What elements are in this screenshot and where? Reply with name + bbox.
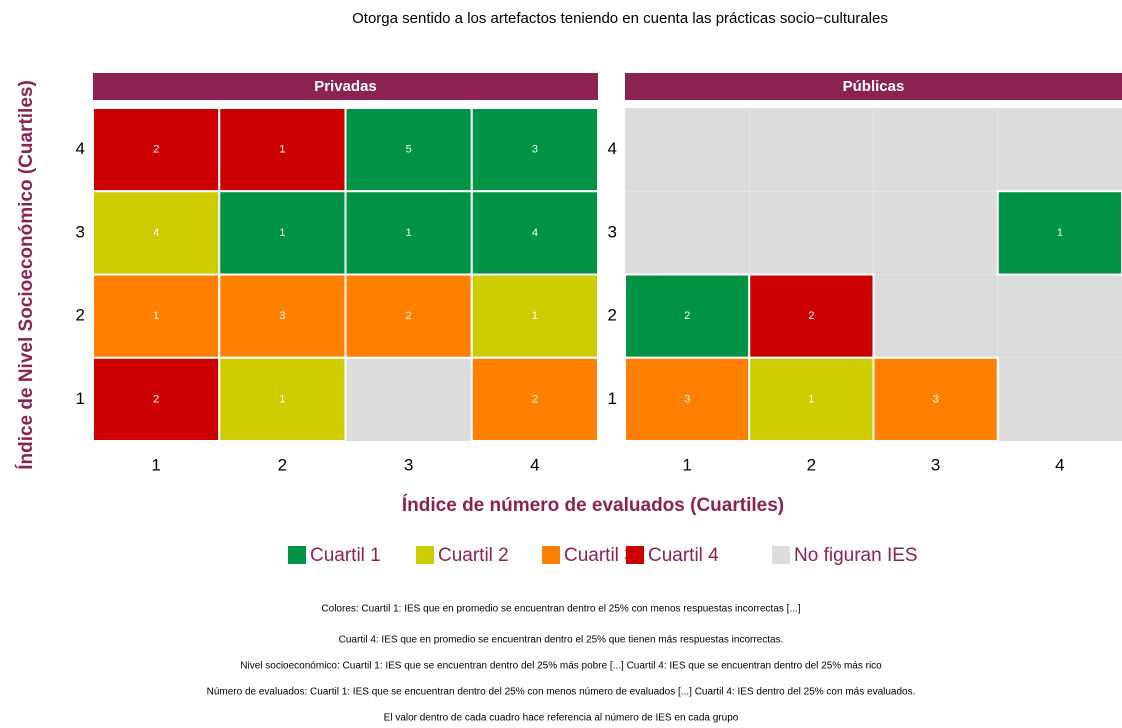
cell-value: 1: [279, 227, 285, 239]
heatmap-cell: [872, 356, 999, 442]
y-tick-label: 4: [76, 139, 85, 158]
heatmap-cell: [218, 190, 347, 276]
cell-value: 3: [933, 393, 939, 405]
cell-value: 1: [279, 393, 285, 405]
footnote: Número de evaluados: Cuartil 1: IES que …: [207, 687, 916, 698]
strip: [625, 73, 1122, 100]
heatmap-cell: [218, 273, 347, 359]
x-tick-label: 1: [682, 455, 691, 474]
legend-label: Cuartil 1: [310, 545, 381, 566]
cell-value: 2: [406, 310, 412, 322]
heatmap-cell: [470, 356, 599, 442]
cell-value: 5: [406, 144, 412, 156]
heatmap-cell: [218, 356, 347, 442]
legend-swatch: [288, 546, 306, 564]
y-tick-label: 2: [76, 306, 85, 325]
cell-value: 2: [153, 393, 159, 405]
x-tick-label: 3: [404, 455, 413, 474]
cell-value: 3: [532, 144, 538, 156]
heatmap-cell: [92, 356, 221, 442]
heatmap-cell: [996, 190, 1122, 276]
legend-swatch: [416, 546, 434, 564]
cell-value: 2: [684, 310, 690, 322]
x-tick-label: 2: [278, 455, 287, 474]
y-tick-label: 1: [76, 389, 85, 408]
footnote: Colores: Cuartil 1: IES que en promedio …: [321, 604, 800, 615]
cell-value: 3: [684, 393, 690, 405]
legend-label: Cuartil 2: [438, 545, 509, 566]
y-tick-label: 2: [608, 306, 617, 325]
cell-value: 1: [808, 393, 814, 405]
strip-title: Privadas: [314, 78, 377, 95]
cell-value: 1: [279, 144, 285, 156]
legend-swatch: [626, 546, 644, 564]
cell-value: 2: [808, 310, 814, 322]
legend-label: Cuartil 4: [648, 545, 719, 566]
cell-value: 1: [153, 310, 159, 322]
cell-value: 2: [532, 393, 538, 405]
x-tick-label: 4: [1055, 455, 1064, 474]
cell-value: 1: [532, 310, 538, 322]
heatmap-cell: [748, 273, 875, 359]
cell-value: 4: [532, 227, 538, 239]
y-tick-label: 3: [608, 222, 617, 241]
heatmap-cell: [470, 107, 599, 193]
cell-value: 1: [1057, 227, 1063, 239]
y-tick-label: 4: [608, 139, 617, 158]
x-tick-label: 4: [530, 455, 539, 474]
heatmap-cell: [344, 273, 473, 359]
y-axis-label: Índice de Nivel Socioeconómico (Cuartile…: [15, 80, 37, 470]
heatmap-cell: [470, 273, 599, 359]
x-tick-label: 1: [151, 455, 160, 474]
strip-title: Públicas: [843, 78, 905, 95]
cell-value: 3: [279, 310, 285, 322]
legend-label: No figuran IES: [794, 545, 918, 566]
footnote: Cuartil 4: IES que en promedio se encuen…: [339, 635, 784, 646]
heatmap-cell: [470, 190, 599, 276]
y-tick-label: 3: [76, 222, 85, 241]
strip: [93, 73, 598, 100]
chart-title: Otorga sentido a los artefactos teniendo…: [352, 10, 888, 27]
heatmap-cell: [624, 356, 751, 442]
cell-value: 2: [153, 144, 159, 156]
legend-swatch: [542, 546, 560, 564]
footnote: El valor dentro de cada cuadro hace refe…: [384, 713, 739, 724]
cell-value: 1: [406, 227, 412, 239]
cell-value: 4: [153, 227, 159, 239]
heatmap-cell: [344, 107, 473, 193]
x-axis-label: Índice de número de evaluados (Cuartiles…: [402, 494, 784, 516]
legend-swatch: [772, 546, 790, 564]
y-tick-label: 1: [608, 389, 617, 408]
x-tick-label: 3: [931, 455, 940, 474]
x-tick-label: 2: [807, 455, 816, 474]
legend-label: Cuartil 3: [564, 545, 635, 566]
heatmap-cell: [344, 190, 473, 276]
footnote: Nivel socioeconómico: Cuartil 1: IES que…: [240, 661, 882, 672]
